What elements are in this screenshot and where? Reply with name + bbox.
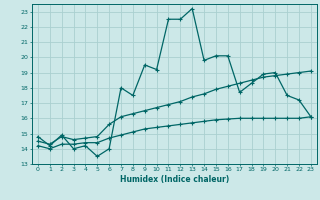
X-axis label: Humidex (Indice chaleur): Humidex (Indice chaleur) (120, 175, 229, 184)
